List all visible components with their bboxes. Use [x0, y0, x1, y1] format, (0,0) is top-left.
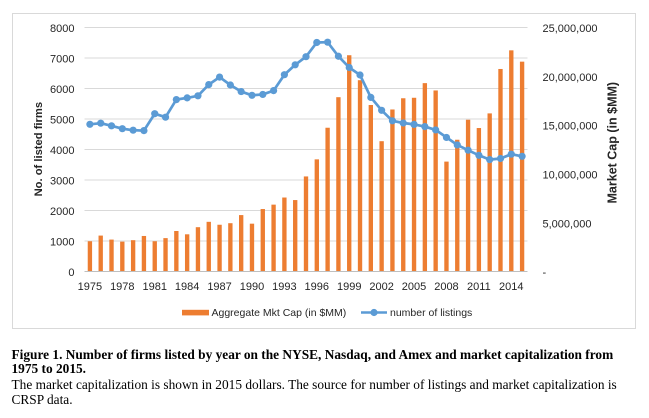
svg-text:1975: 1975	[78, 281, 102, 293]
svg-text:6000: 6000	[50, 84, 74, 96]
svg-text:2000: 2000	[50, 206, 74, 218]
svg-text:25,000,000: 25,000,000	[543, 23, 598, 35]
svg-text:1999: 1999	[337, 281, 361, 293]
svg-text:5000: 5000	[50, 115, 74, 127]
svg-text:20,000,000: 20,000,000	[543, 72, 598, 84]
svg-text:4000: 4000	[50, 145, 74, 157]
svg-text:1000: 1000	[50, 237, 74, 249]
svg-text:3000: 3000	[50, 176, 74, 188]
svg-text:2008: 2008	[434, 281, 458, 293]
svg-text:1978: 1978	[110, 281, 134, 293]
svg-text:number of listings: number of listings	[390, 307, 472, 319]
svg-text:No. of listed firms: No. of listed firms	[33, 102, 45, 196]
svg-text:1987: 1987	[207, 281, 231, 293]
svg-text:2011: 2011	[467, 281, 491, 293]
svg-text:0: 0	[68, 267, 74, 279]
svg-text:-: -	[543, 267, 547, 279]
svg-text:8000: 8000	[50, 23, 74, 35]
svg-text:1984: 1984	[175, 281, 199, 293]
svg-text:1996: 1996	[305, 281, 329, 293]
svg-text:Aggregate Mkt Cap (in $MM): Aggregate Mkt Cap (in $MM)	[212, 307, 347, 319]
svg-text:7000: 7000	[50, 54, 74, 66]
svg-text:2005: 2005	[402, 281, 426, 293]
svg-text:Market Cap (in $MM): Market Cap (in $MM)	[605, 82, 619, 204]
svg-text:2002: 2002	[369, 281, 393, 293]
svg-text:1981: 1981	[142, 281, 166, 293]
svg-text:5,000,000: 5,000,000	[543, 218, 592, 230]
svg-text:15,000,000: 15,000,000	[543, 121, 598, 133]
svg-text:1990: 1990	[240, 281, 264, 293]
svg-text:2014: 2014	[499, 281, 523, 293]
svg-text:10,000,000: 10,000,000	[543, 170, 598, 182]
svg-text:1993: 1993	[272, 281, 296, 293]
